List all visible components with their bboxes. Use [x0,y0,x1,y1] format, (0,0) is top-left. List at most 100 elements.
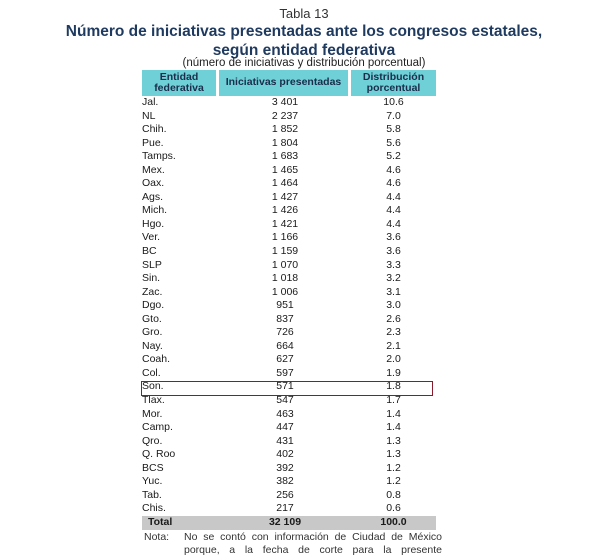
row-percent: 1.8 [386,380,401,393]
row-initiatives: 217 [276,502,294,515]
row-initiatives: 1 464 [271,177,299,190]
row-percent: 1.7 [386,394,401,407]
table-row: Zac. 1 006 3.1 [142,286,436,300]
row-percent: 1.2 [386,461,401,474]
row-initiatives: 1 427 [271,190,299,203]
row-initiatives: 547 [276,394,294,407]
row-percent: 1.3 [386,434,401,447]
row-initiatives: 3 401 [271,96,299,108]
row-percent: 3.6 [386,231,401,244]
table-row: NL 2 237 7.0 [142,110,436,124]
table-row: Oax. 1 464 4.6 [142,177,436,191]
row-initiatives: 1 683 [271,150,299,163]
table-body: Jal. 3 401 10.6 NL 2 237 7.0 Chih. 1 852 5.8 Pue.… [142,96,436,516]
note-label: Nota: [144,531,170,543]
table-row: Hgo. 1 421 4.4 [142,218,436,232]
header-distribution-line-2: porcentual [366,82,421,94]
row-initiatives: 951 [276,299,294,312]
table-row: Pue. 1 804 5.6 [142,137,436,151]
title-line-1: Número de iniciativas presentadas ante l… [65,23,543,40]
row-percent: 1.4 [386,421,401,434]
row-initiatives: 1 070 [271,258,299,271]
row-initiatives: 402 [276,448,294,461]
row-initiatives: 382 [276,475,294,488]
table-row: Mor. 463 1.4 [142,408,436,422]
table-row: Ver. 1 166 3.6 [142,231,436,245]
table-row: Jal. 3 401 10.6 [142,96,436,110]
row-initiatives: 664 [276,339,294,352]
table-title: Número de iniciativas presentadas ante l… [0,22,608,60]
header-distribution-line-1: Distribución [362,70,425,83]
table-row: SLP 1 070 3.3 [142,259,436,273]
table-row: Col. 597 1.9 [142,367,436,381]
row-percent: 4.4 [386,190,401,203]
row-entity: Zac. [142,285,163,298]
row-initiatives: 256 [276,488,294,501]
row-entity: BCS [142,461,164,474]
total-label: Total [142,515,219,530]
row-percent: 0.6 [386,502,401,515]
table-row: Mich. 1 426 4.4 [142,204,436,218]
table-row: Ags. 1 427 4.4 [142,191,436,205]
row-initiatives: 1 159 [271,245,299,258]
row-initiatives: 447 [276,421,294,434]
row-entity: NL [142,109,156,122]
row-entity: Mex. [142,163,165,176]
table-row: Mex. 1 465 4.6 [142,164,436,178]
row-initiatives: 392 [276,461,294,474]
row-entity: Tamps. [142,150,176,163]
row-entity: Q. Roo [142,448,176,461]
row-entity: Nay. [142,339,163,352]
row-percent: 1.9 [386,366,401,379]
row-percent: 3.1 [386,285,401,298]
row-percent: 5.2 [386,150,401,163]
row-initiatives: 597 [276,366,294,379]
table-row: Dgo. 951 3.0 [142,299,436,313]
row-entity: Dgo. [142,299,165,312]
table-row: Gro. 726 2.3 [142,326,436,340]
row-initiatives: 1 006 [271,285,299,298]
table-row: Yuc. 382 1.2 [142,475,436,489]
row-entity: Pue. [142,136,164,149]
table-row: Chih. 1 852 5.8 [142,123,436,137]
note-line-2: porque, a la fecha de corte para la pres… [184,543,442,556]
row-initiatives: 431 [276,434,294,447]
row-entity: Sin. [142,272,161,285]
note-text: No se contó con información de Ciudad de… [184,531,442,556]
table-row: BCS 392 1.2 [142,462,436,476]
row-initiatives: 726 [276,326,294,339]
row-initiatives: 463 [276,407,294,420]
row-percent: 2.6 [386,312,401,325]
header-entity: Entidad federativa [142,70,219,96]
row-initiatives: 1 804 [271,136,299,149]
row-initiatives: 1 018 [271,272,299,285]
row-percent: 4.6 [386,177,401,190]
table-row: Tamps. 1 683 5.2 [142,150,436,164]
row-initiatives: 627 [276,353,294,366]
row-percent: 1.2 [386,475,401,488]
row-initiatives: 837 [276,312,294,325]
table-row: Camp. 447 1.4 [142,421,436,435]
header-entity-line-1: Entidad [159,70,199,83]
row-initiatives: 571 [276,380,294,393]
row-percent: 1.4 [386,407,401,420]
header-initiatives: Iniciativas presentadas [219,70,351,96]
row-entity: Mich. [142,204,168,217]
table-row: Coah. 627 2.0 [142,353,436,367]
row-entity: Son. [142,380,164,393]
title-line-2: según entidad federativa [212,42,396,59]
row-percent: 2.1 [386,339,401,352]
row-entity: BC [142,245,157,258]
row-percent: 3.2 [386,272,401,285]
header-entity-line-2: federativa [154,82,204,94]
row-percent: 5.8 [386,123,401,136]
table-row: Gto. 837 2.6 [142,313,436,327]
row-entity: Tab. [142,488,162,501]
table-row: Nay. 664 2.1 [142,340,436,354]
row-percent: 7.0 [386,109,401,122]
header-distribution: Distribución porcentual [351,70,436,96]
row-initiatives: 1 166 [271,231,299,244]
initiatives-table: Entidad federativa Iniciativas presentad… [142,70,436,530]
header-row: Entidad federativa Iniciativas presentad… [142,70,436,96]
row-entity: Ags. [142,190,164,203]
